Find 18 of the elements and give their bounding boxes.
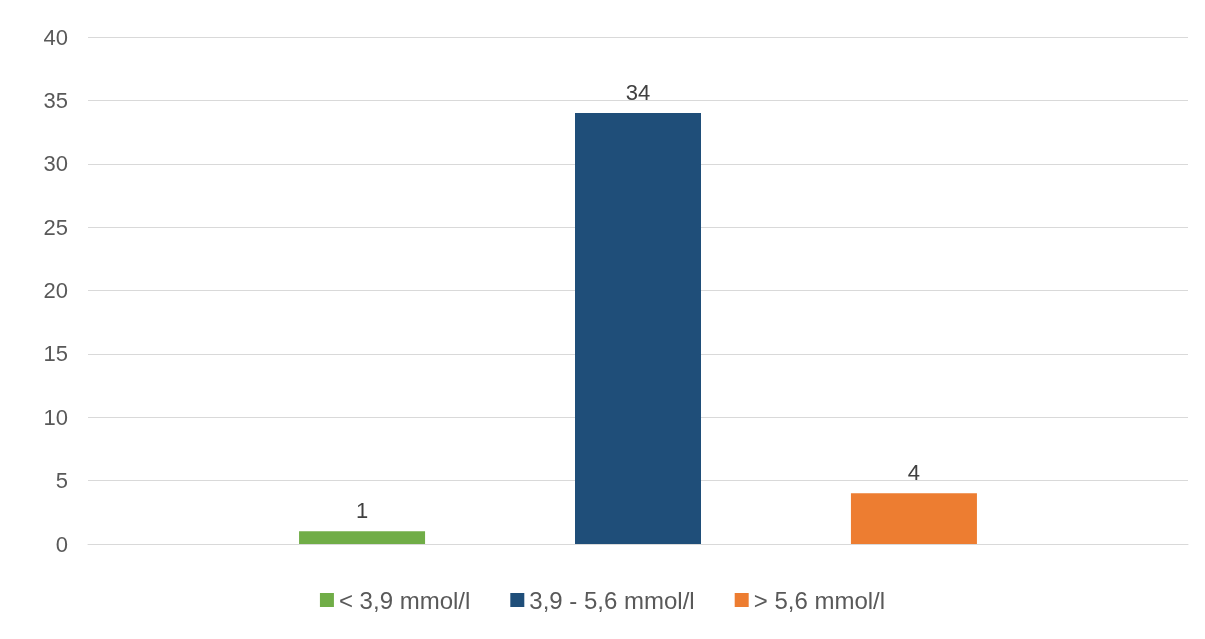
legend-label: > 5,6 mmol/l xyxy=(753,586,886,614)
y-tick-label: 15 xyxy=(43,341,68,367)
bar xyxy=(575,113,701,544)
y-tick-label: 35 xyxy=(43,87,68,113)
bar xyxy=(850,493,977,544)
legend-label: < 3,9 mmol/l xyxy=(338,586,471,614)
y-tick-label: 0 xyxy=(55,531,68,557)
y-tick-label: 40 xyxy=(43,24,68,50)
data-label: 4 xyxy=(907,459,921,485)
y-tick-label: 25 xyxy=(43,214,68,240)
legend-label: 3,9 - 5,6 mmol/l xyxy=(529,586,695,614)
y-tick-label: 10 xyxy=(43,404,68,430)
data-label: 1 xyxy=(355,497,369,523)
bar xyxy=(299,531,426,544)
y-tick-label: 20 xyxy=(43,278,68,303)
data-label: 34 xyxy=(625,79,651,105)
y-tick-label: 5 xyxy=(55,468,68,494)
y-tick-label: 30 xyxy=(43,151,68,177)
